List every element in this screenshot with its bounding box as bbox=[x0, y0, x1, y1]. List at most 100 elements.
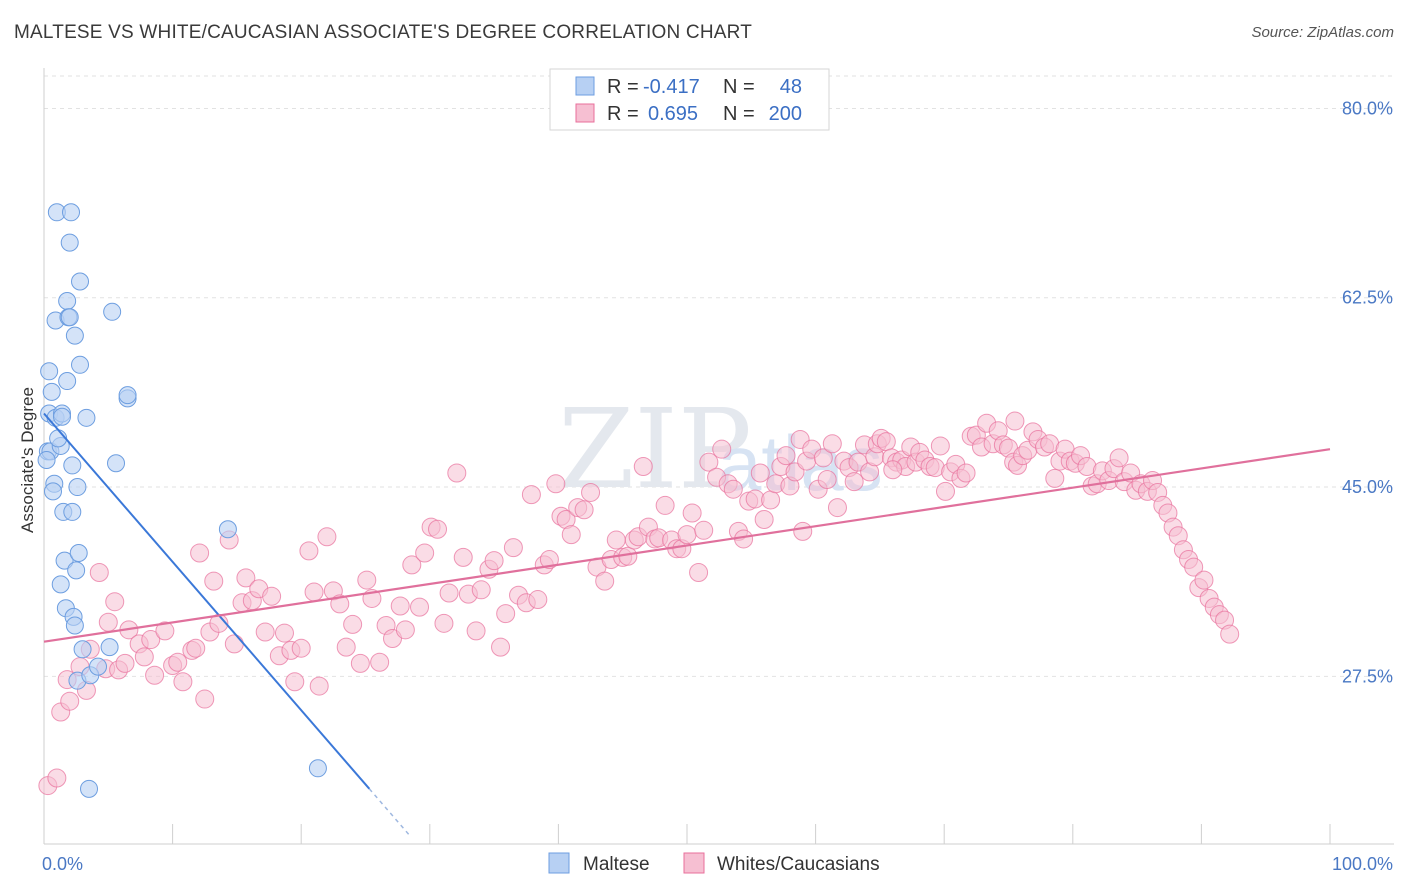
data-point-whites bbox=[434, 613, 454, 633]
bottom-legend-swatch-whites bbox=[683, 852, 705, 874]
trend-line-maltese bbox=[43, 412, 371, 790]
data-point-whites bbox=[195, 689, 215, 709]
data-point-maltese bbox=[53, 407, 72, 426]
x-tick-labels: 0.0% 100.0% bbox=[42, 854, 1393, 874]
data-point-maltese bbox=[37, 451, 56, 469]
data-point-whites bbox=[134, 647, 154, 667]
source-label: Source: ZipAtlas.com bbox=[1251, 24, 1394, 41]
data-point-whites bbox=[694, 520, 714, 540]
data-point-whites bbox=[262, 586, 282, 606]
data-point-whites bbox=[447, 463, 467, 483]
data-point-maltese bbox=[65, 326, 84, 345]
data-point-whites bbox=[682, 503, 702, 523]
data-point-whites bbox=[415, 543, 435, 563]
data-point-whites bbox=[930, 436, 950, 456]
data-point-whites bbox=[827, 498, 847, 518]
legend-swatch-maltese bbox=[575, 76, 595, 96]
data-point-whites bbox=[1184, 557, 1204, 577]
legend-r-label: R = bbox=[607, 76, 639, 98]
data-point-maltese bbox=[218, 520, 237, 539]
data-point-whites bbox=[155, 621, 175, 641]
data-point-maltese bbox=[100, 638, 119, 657]
data-point-whites bbox=[60, 691, 80, 711]
data-point-whites bbox=[496, 604, 516, 624]
data-point-whites bbox=[521, 485, 541, 505]
y-tick-label: 62.5% bbox=[1342, 288, 1393, 308]
data-point-whites bbox=[330, 594, 350, 614]
data-point-whites bbox=[317, 527, 337, 547]
legend-n-label: N = bbox=[723, 103, 755, 125]
data-point-maltese bbox=[80, 779, 99, 798]
data-point-whites bbox=[491, 637, 511, 657]
x-tick-label: 0.0% bbox=[42, 854, 83, 874]
y-tick-label: 80.0% bbox=[1342, 98, 1393, 118]
data-point-maltese bbox=[89, 657, 108, 676]
data-point-whites bbox=[186, 638, 206, 658]
data-point-whites bbox=[145, 665, 165, 685]
data-point-maltese bbox=[63, 456, 82, 475]
data-point-whites bbox=[484, 551, 504, 571]
data-point-whites bbox=[528, 590, 548, 610]
data-point-whites bbox=[236, 568, 256, 588]
data-point-whites bbox=[546, 474, 566, 494]
data-point-whites bbox=[350, 653, 370, 673]
data-point-maltese bbox=[60, 233, 79, 252]
data-point-whites bbox=[817, 469, 837, 489]
data-point-whites bbox=[883, 460, 903, 480]
data-point-whites bbox=[689, 562, 709, 582]
data-point-maltese bbox=[69, 544, 88, 563]
data-point-whites bbox=[304, 582, 324, 602]
data-point-whites bbox=[822, 434, 842, 454]
data-point-whites bbox=[956, 463, 976, 483]
data-point-whites bbox=[98, 612, 118, 632]
data-point-whites bbox=[1109, 448, 1129, 468]
bottom-legend-swatch-maltese bbox=[548, 852, 570, 874]
data-point-maltese bbox=[67, 561, 86, 580]
data-point-whites bbox=[595, 571, 615, 591]
data-point-maltese bbox=[107, 454, 126, 473]
data-point-whites bbox=[750, 463, 770, 483]
data-point-maltese bbox=[51, 575, 70, 594]
x-tick-label: 100.0% bbox=[1332, 854, 1393, 874]
data-point-maltese bbox=[71, 355, 90, 374]
y-tick-labels: 27.5% 45.0% 62.5% 80.0% bbox=[1342, 98, 1393, 686]
series-whites-points bbox=[38, 411, 1240, 796]
data-point-whites bbox=[428, 519, 448, 539]
data-point-whites bbox=[115, 653, 135, 673]
data-point-maltese bbox=[60, 308, 79, 327]
data-point-whites bbox=[699, 452, 719, 472]
data-point-whites bbox=[453, 547, 473, 567]
data-point-whites bbox=[776, 446, 796, 466]
data-point-whites bbox=[224, 634, 244, 654]
data-point-whites bbox=[813, 448, 833, 468]
data-point-whites bbox=[503, 538, 523, 558]
data-point-whites bbox=[410, 597, 430, 617]
legend-n-label: N = bbox=[723, 76, 755, 98]
data-point-whites bbox=[935, 481, 955, 501]
data-point-whites bbox=[471, 580, 491, 600]
data-point-whites bbox=[402, 555, 422, 575]
data-point-whites bbox=[255, 622, 275, 642]
data-point-maltese bbox=[40, 362, 59, 381]
data-point-whites bbox=[677, 525, 697, 545]
data-point-whites bbox=[1194, 570, 1214, 590]
data-point-whites bbox=[285, 672, 305, 692]
data-point-whites bbox=[633, 456, 653, 476]
data-point-whites bbox=[1045, 468, 1065, 488]
data-point-whites bbox=[173, 672, 193, 692]
axis-ticks bbox=[43, 824, 1331, 844]
y-tick-label: 27.5% bbox=[1342, 666, 1393, 686]
data-point-maltese bbox=[44, 482, 63, 501]
data-point-maltese bbox=[58, 291, 77, 310]
data-point-whites bbox=[190, 543, 210, 563]
data-point-whites bbox=[1220, 624, 1240, 644]
data-point-whites bbox=[539, 550, 559, 570]
data-point-whites bbox=[876, 432, 896, 452]
bottom-legend-whites: Whites/Caucasians bbox=[717, 854, 880, 875]
data-point-whites bbox=[291, 638, 311, 658]
data-point-maltese bbox=[68, 478, 87, 497]
data-point-whites bbox=[844, 472, 864, 492]
data-point-whites bbox=[395, 620, 415, 640]
trend-lines bbox=[43, 412, 1331, 837]
